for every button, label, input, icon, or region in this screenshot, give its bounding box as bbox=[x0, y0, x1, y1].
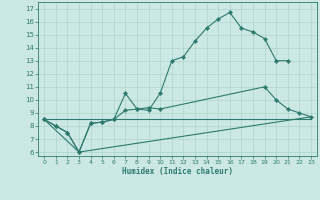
X-axis label: Humidex (Indice chaleur): Humidex (Indice chaleur) bbox=[122, 167, 233, 176]
